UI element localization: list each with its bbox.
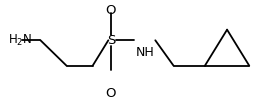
Text: H$_2$N: H$_2$N bbox=[8, 33, 32, 48]
Text: S: S bbox=[107, 34, 115, 47]
Text: O: O bbox=[106, 87, 116, 100]
Text: O: O bbox=[106, 4, 116, 17]
Text: NH: NH bbox=[135, 47, 154, 59]
